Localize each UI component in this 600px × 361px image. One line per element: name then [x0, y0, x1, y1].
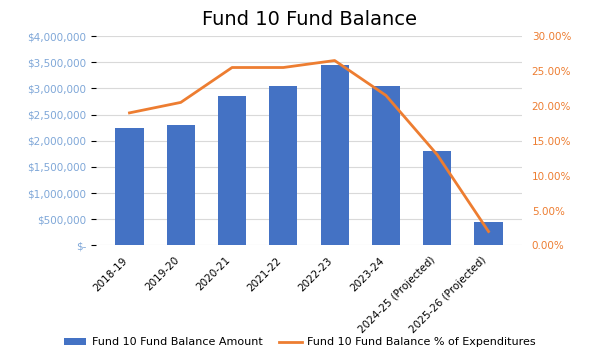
- Fund 10 Fund Balance % of Expenditures: [382, 93, 389, 97]
- Bar: [475, 222, 503, 245]
- Fund 10 Fund Balance % of Expenditures: [280, 65, 287, 70]
- Fund 10 Fund Balance % of Expenditures: [177, 100, 184, 105]
- Bar: [269, 86, 298, 245]
- Fund 10 Fund Balance % of Expenditures: [229, 65, 236, 70]
- Bar: [320, 65, 349, 245]
- Bar: [167, 125, 195, 245]
- Legend: Fund 10 Fund Balance Amount, Fund 10 Fund Balance % of Expenditures: Fund 10 Fund Balance Amount, Fund 10 Fun…: [60, 333, 540, 352]
- Fund 10 Fund Balance % of Expenditures: [485, 229, 492, 234]
- Fund 10 Fund Balance % of Expenditures: [126, 111, 133, 115]
- Bar: [372, 86, 400, 245]
- Line: Fund 10 Fund Balance % of Expenditures: Fund 10 Fund Balance % of Expenditures: [130, 61, 488, 231]
- Fund 10 Fund Balance % of Expenditures: [434, 153, 441, 157]
- Bar: [423, 151, 451, 245]
- Bar: [115, 128, 143, 245]
- Bar: [218, 96, 246, 245]
- Fund 10 Fund Balance % of Expenditures: [331, 58, 338, 63]
- Title: Fund 10 Fund Balance: Fund 10 Fund Balance: [202, 10, 416, 29]
